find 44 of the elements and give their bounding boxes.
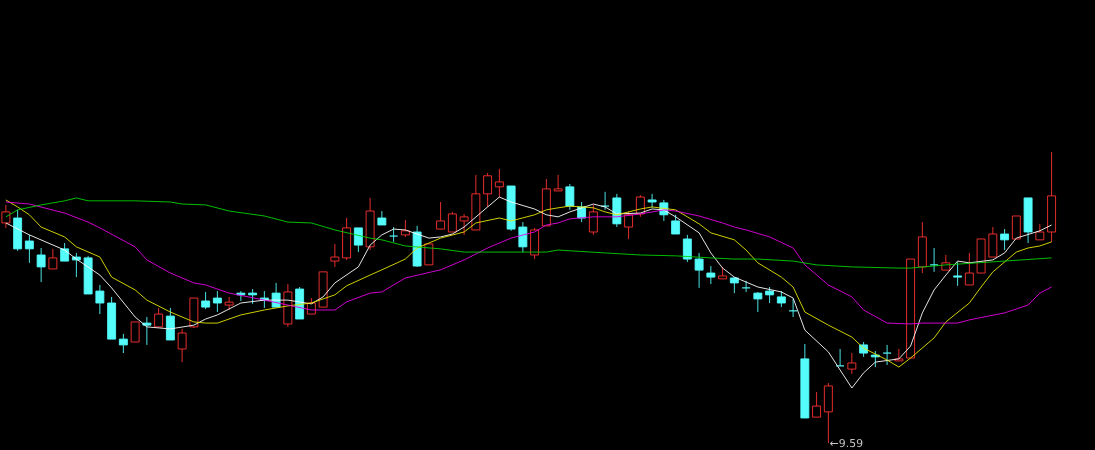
candlestick <box>212 290 222 313</box>
candlestick <box>694 252 704 289</box>
candlestick <box>706 265 716 285</box>
candlestick <box>565 183 575 211</box>
candlestick <box>24 234 34 264</box>
candlestick <box>812 391 822 418</box>
candlestick <box>518 221 528 253</box>
candlestick <box>353 227 363 253</box>
candlestick <box>929 247 939 273</box>
candlestick <box>494 168 504 198</box>
candlestick <box>600 191 610 211</box>
candlestick <box>741 280 751 293</box>
candlestick <box>36 247 46 283</box>
candlestick <box>624 211 634 240</box>
candlestick <box>142 316 152 346</box>
candlestick <box>953 261 963 287</box>
candlestick <box>553 174 563 192</box>
candlestick <box>118 333 128 354</box>
candlestick <box>95 284 105 315</box>
candlestick <box>236 290 246 302</box>
candlestick <box>447 211 457 233</box>
candlestick <box>682 234 692 263</box>
candlestick <box>1000 228 1010 251</box>
candlestick <box>647 193 657 209</box>
candlestick <box>177 328 187 363</box>
candlestick <box>224 296 234 311</box>
candlestick <box>377 210 387 226</box>
candlestick <box>330 243 340 268</box>
candlestick <box>154 307 164 328</box>
candlestick <box>671 214 681 235</box>
candlestick <box>483 172 493 208</box>
candlestick <box>48 248 58 270</box>
candlestick <box>130 321 140 343</box>
candlestick <box>988 226 998 258</box>
candlestick <box>459 213 469 236</box>
candlestick <box>964 252 974 286</box>
candlestick <box>847 352 857 375</box>
candlestick <box>165 307 175 341</box>
annotation: ←9.59 <box>830 438 863 448</box>
candlestick <box>882 344 892 366</box>
candlestick <box>436 201 446 230</box>
candlestick <box>835 348 845 367</box>
candlestick <box>788 298 798 318</box>
candlestick <box>588 204 598 236</box>
